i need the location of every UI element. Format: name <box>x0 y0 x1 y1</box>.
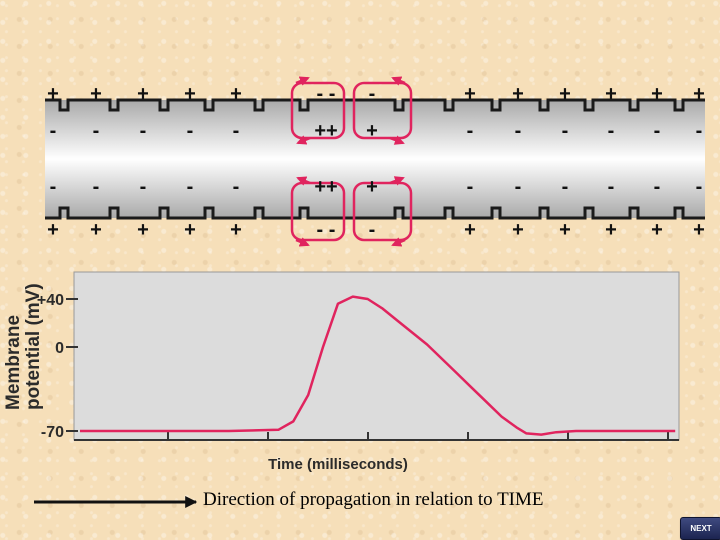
propagation-caption: Direction of propagation in relation to … <box>203 489 544 510</box>
bottom-outside-sign: + <box>559 219 571 241</box>
top-inside-sign: - <box>562 120 569 142</box>
bottom-inside-sign: - <box>187 176 194 198</box>
top-inside-sign: - <box>515 120 522 142</box>
top-outside-sign: + <box>559 83 571 105</box>
top-inside-sign: ++ <box>314 120 337 142</box>
current-arrow <box>295 76 310 86</box>
top-inside-sign: - <box>608 120 615 142</box>
top-outside-sign: + <box>47 83 59 105</box>
bottom-outside-sign: - - <box>317 219 336 241</box>
y-axis-label-line2: potential (mV) <box>23 283 44 410</box>
y-tick-label: +40 <box>37 292 64 309</box>
current-arrow <box>389 135 405 145</box>
y-tick-label: -70 <box>41 424 64 441</box>
bottom-outside-sign: - <box>369 219 376 241</box>
bottom-outside-sign: + <box>137 219 149 241</box>
bottom-inside-sign: + <box>366 176 378 198</box>
graph-panel <box>73 271 680 441</box>
top-inside-sign: - <box>140 120 147 142</box>
top-outside-sign: + <box>651 83 663 105</box>
top-inside-sign: - <box>93 120 100 142</box>
top-right-current-loop <box>352 81 413 140</box>
bottom-inside-sign: - <box>50 176 57 198</box>
x-axis-ticks <box>167 432 669 440</box>
bottom-outside-sign: + <box>512 219 524 241</box>
bottom-inside-sign: - <box>93 176 100 198</box>
top-outside-sign: + <box>512 83 524 105</box>
current-arrow <box>389 176 405 186</box>
current-arrow <box>296 176 311 186</box>
next-button[interactable]: NEXT <box>680 517 720 540</box>
current-arrow <box>391 237 406 247</box>
x-axis-label: Time (milliseconds) <box>268 456 408 473</box>
bottom-inside-sign: - <box>467 176 474 198</box>
bottom-outside-sign: + <box>230 219 242 241</box>
y-axis-label-line1: Membrane <box>3 315 24 410</box>
top-left-current-loop <box>290 81 346 140</box>
top-outside-sign: - <box>369 83 376 105</box>
top-outside-sign: + <box>464 83 476 105</box>
top-inside-sign: - <box>467 120 474 142</box>
current-arrow <box>295 237 310 247</box>
current-arrow <box>391 76 406 86</box>
top-inside-sign: - <box>187 120 194 142</box>
bottom-outside-sign: + <box>90 219 102 241</box>
bottom-outside-sign: + <box>464 219 476 241</box>
local-current-loops <box>290 76 413 247</box>
top-inside-sign: - <box>696 120 703 142</box>
bottom-inside-sign: - <box>562 176 569 198</box>
bottom-outside-sign: + <box>693 219 705 241</box>
bottom-outside-sign: + <box>651 219 663 241</box>
axon-body <box>45 100 705 218</box>
top-outside-sign: + <box>230 83 242 105</box>
bottom-outside-sign: + <box>47 219 59 241</box>
bottom-inside-sign: ++ <box>314 176 337 198</box>
top-inside-sign: + <box>366 120 378 142</box>
top-outside-sign: + <box>184 83 196 105</box>
bottom-inside-sign: - <box>696 176 703 198</box>
charge-signs: + + + + + - - - + + + + + +- - - - - ++ + - - - - - -- - - - - ++ + - - -… <box>47 83 705 241</box>
bottom-inside-sign: - <box>233 176 240 198</box>
top-outside-sign: + <box>605 83 617 105</box>
current-arrow <box>296 135 311 145</box>
y-axis-ticks: +40 0 -70 <box>37 292 78 441</box>
bottom-membrane <box>45 206 705 220</box>
top-membrane <box>45 98 705 112</box>
top-outside-sign: + <box>693 83 705 105</box>
bottom-left-current-loop <box>290 181 346 242</box>
bottom-inside-sign: - <box>654 176 661 198</box>
top-outside-sign: + <box>137 83 149 105</box>
bottom-inside-sign: - <box>140 176 147 198</box>
top-inside-sign: - <box>233 120 240 142</box>
action-potential-line <box>80 295 676 436</box>
top-outside-sign: + <box>90 83 102 105</box>
top-inside-sign: - <box>50 120 57 142</box>
bottom-inside-sign: - <box>608 176 615 198</box>
top-inside-sign: - <box>654 120 661 142</box>
bottom-right-current-loop <box>352 181 413 242</box>
top-outside-sign: - - <box>317 83 336 105</box>
bottom-outside-sign: + <box>605 219 617 241</box>
bottom-outside-sign: + <box>184 219 196 241</box>
bottom-inside-sign: - <box>515 176 522 198</box>
y-tick-label: 0 <box>55 340 64 357</box>
